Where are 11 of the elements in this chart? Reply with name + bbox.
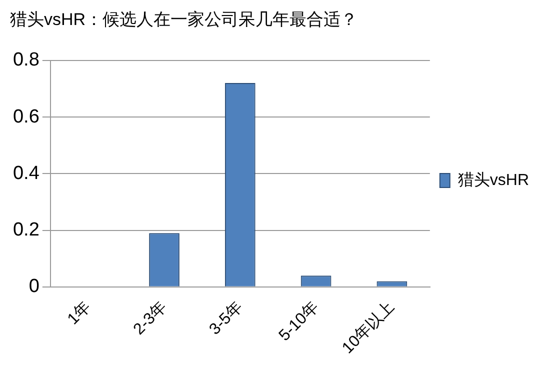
x-tick-label: 10年以上 <box>338 298 398 358</box>
y-tick-label: 0.8 <box>12 50 40 71</box>
y-tick-label: 0 <box>28 276 40 298</box>
x-tick-label: 3-5年 <box>206 298 246 338</box>
legend-label: 猎头vsHR <box>458 170 529 189</box>
chart-title: 猎头vsHR：候选人在一家公司呆几年最合适？ <box>10 10 358 29</box>
y-tick-label: 0.6 <box>12 106 40 128</box>
y-tick-label: 0.2 <box>12 220 40 241</box>
x-tick-label: 1年 <box>64 298 94 328</box>
x-tick-label: 2-3年 <box>130 298 170 338</box>
y-tick-label: 0.4 <box>12 162 40 184</box>
